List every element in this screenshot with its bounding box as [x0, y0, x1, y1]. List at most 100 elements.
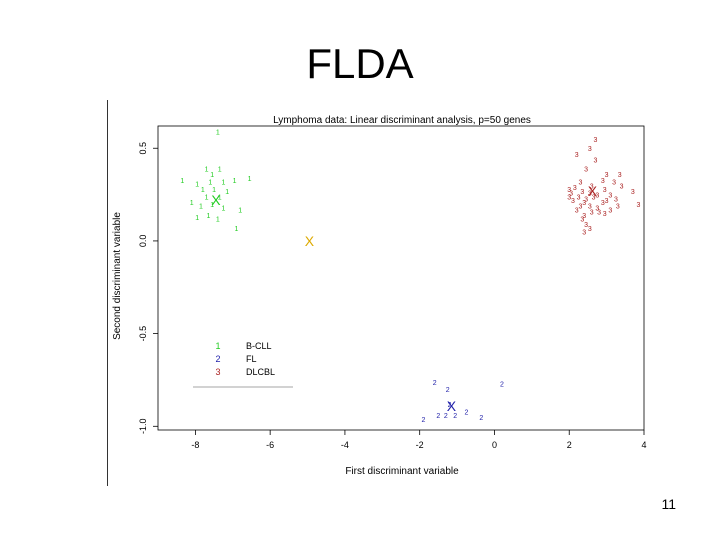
data-point-fl: 2: [444, 413, 448, 420]
data-point-dlcbl: 3: [593, 157, 597, 164]
data-point-b-cll: 1: [218, 194, 222, 201]
data-point-fl: 2: [453, 413, 457, 420]
data-point-dlcbl: 3: [612, 180, 616, 187]
centroid-grand: X: [305, 233, 315, 249]
data-point-dlcbl: 3: [584, 222, 588, 229]
data-point-b-cll: 1: [210, 202, 214, 209]
data-point-b-cll: 1: [210, 172, 214, 179]
slide-title: FLDA: [306, 40, 414, 87]
data-point-dlcbl: 3: [575, 152, 579, 159]
data-point-dlcbl: 3: [580, 217, 584, 224]
data-point-dlcbl: 3: [588, 191, 592, 198]
data-point-dlcbl: 3: [592, 194, 596, 201]
centroid-b-cll: X: [211, 192, 221, 208]
data-point-dlcbl: 3: [618, 172, 622, 179]
data-point-dlcbl: 3: [580, 189, 584, 196]
data-point-dlcbl: 3: [595, 193, 599, 200]
data-point-dlcbl: 3: [590, 209, 594, 216]
data-point-dlcbl: 3: [577, 194, 581, 201]
data-point-dlcbl: 3: [590, 183, 594, 190]
y-axis-label: Second discriminant variable: [112, 212, 123, 340]
data-point-dlcbl: 3: [605, 198, 609, 205]
data-point-dlcbl: 3: [608, 207, 612, 214]
data-point-b-cll: 1: [190, 200, 194, 207]
data-point-dlcbl: 3: [567, 187, 571, 194]
data-point-dlcbl: 3: [636, 202, 640, 209]
data-point-b-cll: 1: [233, 178, 237, 185]
data-point-b-cll: 1: [221, 206, 225, 213]
data-point-dlcbl: 3: [603, 211, 607, 218]
data-point-b-cll: 1: [180, 178, 184, 185]
data-point-fl: 2: [479, 415, 483, 422]
data-point-dlcbl: 3: [569, 191, 573, 198]
data-point-dlcbl: 3: [614, 196, 618, 203]
data-point-dlcbl: 3: [575, 207, 579, 214]
data-point-dlcbl: 3: [584, 196, 588, 203]
data-point-b-cll: 1: [205, 194, 209, 201]
data-point-dlcbl: 3: [578, 204, 582, 211]
data-point-fl: 2: [433, 380, 437, 387]
divider: [107, 100, 108, 486]
data-point-dlcbl: 3: [601, 200, 605, 207]
data-point-b-cll: 1: [218, 167, 222, 174]
legend-symbol: 2: [215, 354, 220, 364]
data-point-b-cll: 1: [248, 176, 252, 183]
x-axis-label: First discriminant variable: [345, 466, 459, 477]
data-point-b-cll: 1: [195, 215, 199, 222]
data-point-b-cll: 1: [235, 226, 239, 233]
centroid-markers: X X X X: [211, 183, 597, 414]
data-point-b-cll: 1: [216, 217, 220, 224]
data-point-b-cll: 1: [199, 204, 203, 211]
legend: 1 B-CLL 2 FL 3 DLCBL: [193, 341, 293, 388]
chart-title: Lymphoma data: Linear discriminant analy…: [273, 115, 531, 126]
data-point-dlcbl: 3: [631, 189, 635, 196]
data-point-fl: 2: [436, 413, 440, 420]
data-point-dlcbl: 3: [603, 187, 607, 194]
data-point-dlcbl: 3: [588, 204, 592, 211]
data-point-dlcbl: 3: [584, 167, 588, 174]
data-point-fl: 2: [500, 382, 504, 389]
data-point-b-cll: 1: [195, 181, 199, 188]
data-point-dlcbl: 3: [571, 198, 575, 205]
data-point-b-cll: 1: [212, 187, 216, 194]
data-point-dlcbl: 3: [605, 172, 609, 179]
data-point-b-cll: 1: [225, 189, 229, 196]
data-point-dlcbl: 3: [582, 200, 586, 207]
legend-label: DLCBL: [246, 367, 275, 377]
page-number: 11: [661, 496, 676, 512]
data-point-dlcbl: 3: [567, 194, 571, 201]
data-point-dlcbl: 3: [616, 204, 620, 211]
y-tick-label: 0.5: [138, 142, 148, 155]
data-point-fl: 2: [448, 402, 452, 409]
legend-label: FL: [246, 354, 257, 364]
centroid-fl: X: [447, 398, 457, 414]
y-tick-label: -0.5: [138, 326, 148, 342]
data-point-b-cll: 1: [201, 187, 205, 194]
x-tick-label: -6: [266, 440, 274, 450]
data-point-dlcbl: 3: [588, 146, 592, 153]
y-tick-label: -1.0: [138, 419, 148, 435]
data-point-dlcbl: 3: [601, 178, 605, 185]
data-point-dlcbl: 3: [582, 213, 586, 220]
data-point-fl: 2: [446, 387, 450, 394]
data-point-dlcbl: 3: [578, 180, 582, 187]
data-point-dlcbl: 3: [595, 206, 599, 213]
x-tick-label: -4: [341, 440, 349, 450]
x-tick-label: 2: [567, 440, 572, 450]
data-point-dlcbl: 3: [582, 230, 586, 237]
legend-label: B-CLL: [246, 341, 272, 351]
data-point-b-cll: 1: [238, 207, 242, 214]
plot-frame: [157, 125, 645, 431]
x-axis: -8 -6 -4 -2 0 2 4: [191, 430, 647, 450]
data-point-dlcbl: 3: [608, 193, 612, 200]
x-tick-label: -2: [416, 440, 424, 450]
data-point-b-cll: 1: [205, 167, 209, 174]
data-point-dlcbl: 3: [597, 209, 601, 216]
x-tick-label: -8: [191, 440, 199, 450]
data-point-b-cll: 1: [207, 213, 211, 220]
legend-symbol: 1: [215, 341, 220, 351]
data-point-dlcbl: 3: [593, 137, 597, 144]
centroid-dlcbl: X: [588, 183, 598, 199]
